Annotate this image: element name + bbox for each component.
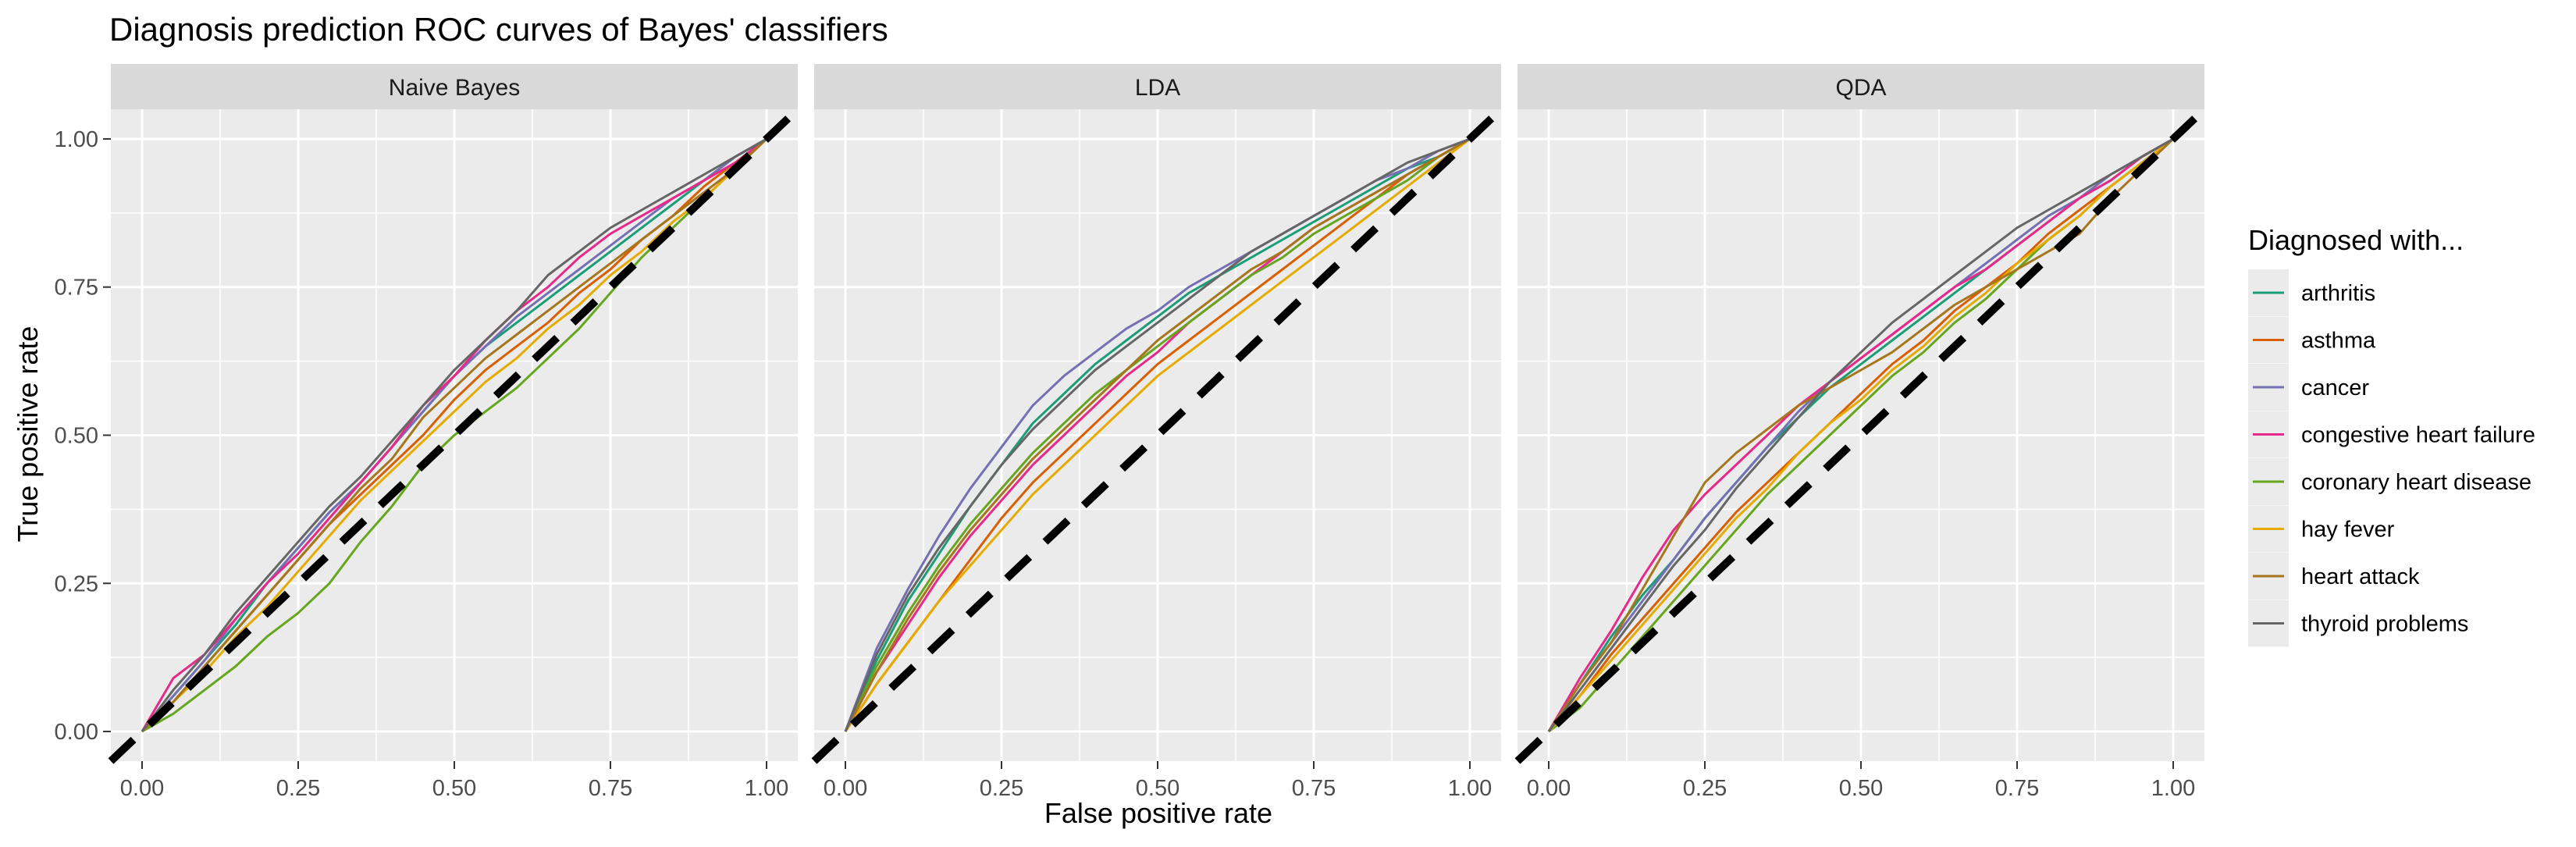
series-line-congestive-heart-failure	[1547, 137, 2174, 732]
panel-strip-label: LDA	[1135, 75, 1180, 101]
legend-label: heart attack	[2301, 564, 2420, 589]
chart-title: Diagnosis prediction ROC curves of Bayes…	[109, 11, 888, 48]
series-line-heart-attack	[844, 137, 1471, 732]
x-tick-label: 1.00	[2151, 776, 2195, 801]
x-tick-label: 0.50	[432, 776, 476, 801]
x-axis: 0.00 0.25 0.50 0.75 1.00	[824, 761, 1492, 801]
series-line-asthma	[1547, 137, 2174, 732]
legend: Diagnosed with... arthritis asthma cancer c…	[2248, 224, 2535, 647]
series-line-thyroid-problems	[1547, 137, 2174, 732]
series-group	[844, 137, 1471, 732]
series-line-arthritis	[844, 137, 1471, 732]
series-line-hay-fever	[844, 137, 1471, 732]
legend-label: thyroid problems	[2301, 612, 2468, 637]
y-tick-label: 0.75	[55, 276, 98, 301]
x-tick-label: 0.75	[589, 776, 632, 801]
series-line-asthma	[844, 137, 1471, 732]
panel-strip-label: Naive Bayes	[389, 75, 520, 101]
legend-title: Diagnosed with...	[2248, 224, 2464, 256]
legend-label: congestive heart failure	[2301, 423, 2535, 448]
x-tick-label: 0.00	[1527, 776, 1571, 801]
legend-label: hay fever	[2301, 518, 2395, 543]
x-tick-label: 0.50	[1839, 776, 1883, 801]
series-group	[1547, 137, 2175, 733]
y-axis-title: True positive rate	[12, 326, 44, 543]
grid-lines	[1517, 109, 2204, 761]
legend-item-thyroid-problems: thyroid problems	[2248, 600, 2468, 647]
panel-strip	[814, 64, 1501, 109]
legend-item-hay-fever: hay fever	[2248, 505, 2395, 553]
x-axis: 0.00 0.25 0.50 0.75 1.00	[120, 761, 788, 801]
y-tick-label: 0.00	[55, 720, 98, 745]
series-line-thyroid-problems	[141, 137, 767, 732]
x-tick-label: 0.75	[1995, 776, 2039, 801]
legend-label: arthritis	[2301, 281, 2375, 306]
series-line-hay-fever	[1547, 137, 2174, 732]
series-line-heart-attack	[141, 137, 768, 733]
panel-strip	[1517, 64, 2204, 109]
legend-item-cancer: cancer	[2248, 364, 2369, 411]
series-line-congestive-heart-failure	[141, 137, 767, 732]
series-line-hay-fever	[141, 137, 768, 733]
x-tick-label: 0.25	[980, 776, 1023, 801]
grid-lines	[814, 109, 1501, 761]
series-line-thyroid-problems	[844, 137, 1471, 732]
y-axis: 0.00 0.25 0.50 0.75 1.00	[55, 127, 111, 745]
y-tick-label: 0.50	[55, 424, 98, 449]
y-tick-label: 0.25	[55, 571, 98, 596]
legend-item-heart-attack: heart attack	[2248, 553, 2420, 600]
legend-label: coronary heart disease	[2301, 470, 2532, 495]
legend-label: cancer	[2301, 375, 2369, 400]
x-axis-title: False positive rate	[1044, 797, 1272, 829]
x-tick-label: 0.00	[824, 776, 867, 801]
legend-label: asthma	[2301, 329, 2376, 354]
x-axis: 0.00 0.25 0.50 0.75 1.00	[1527, 761, 2195, 801]
x-tick-label: 0.25	[276, 776, 320, 801]
panel-strip	[111, 64, 798, 109]
series-line-coronary-heart-disease	[844, 137, 1471, 732]
panel-strip-label: QDA	[1835, 75, 1886, 101]
x-tick-label: 1.00	[1448, 776, 1492, 801]
panel-3: QDA 0.00 0.25 0.50 0.75 1.00	[1514, 64, 2208, 801]
x-tick-label: 0.25	[1683, 776, 1727, 801]
legend-item-congestive-heart-failure: congestive heart failure	[2248, 411, 2535, 458]
x-tick-label: 0.75	[1292, 776, 1336, 801]
legend-item-arthritis: arthritis	[2248, 269, 2375, 316]
x-tick-label: 0.00	[120, 776, 164, 801]
legend-item-asthma: asthma	[2248, 316, 2376, 364]
y-tick-label: 1.00	[55, 127, 98, 152]
x-tick-label: 1.00	[745, 776, 788, 801]
x-tick-label: 0.50	[1136, 776, 1179, 801]
panel-2: LDA 0.00 0.25 0.50 0.75 1.00	[811, 64, 1504, 801]
legend-item-coronary-heart-disease: coronary heart disease	[2248, 458, 2532, 505]
